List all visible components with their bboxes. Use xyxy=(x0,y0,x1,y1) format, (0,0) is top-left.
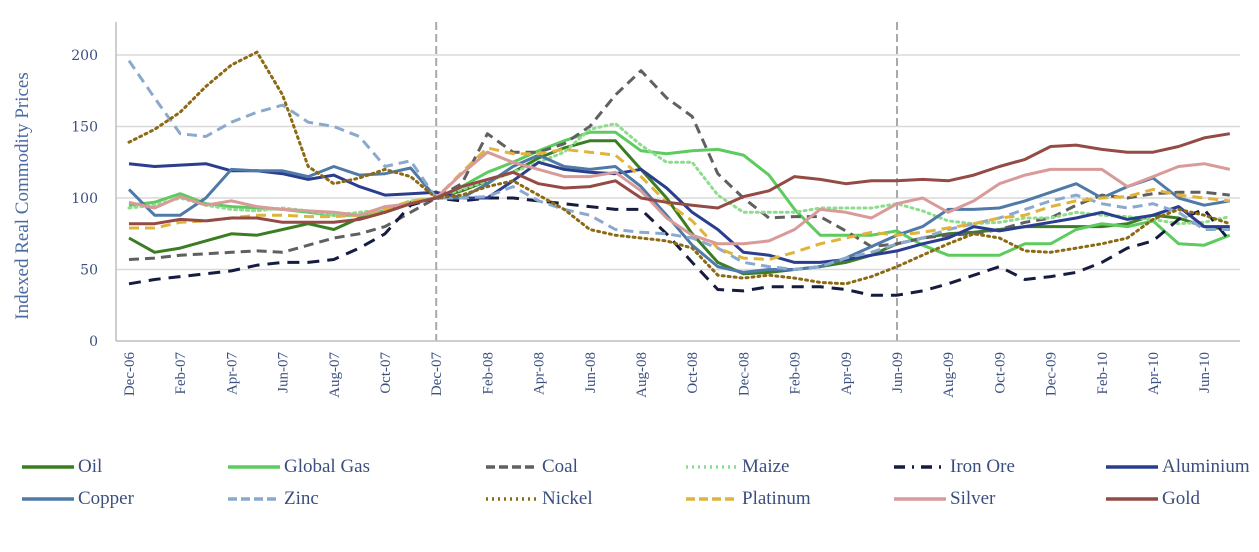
legend-label: Aluminium xyxy=(1162,456,1250,477)
legend-swatch-icon xyxy=(894,497,946,501)
x-tick-label: Aug-07 xyxy=(327,352,343,398)
legend-item-nickel: Nickel xyxy=(486,486,686,512)
x-tick-label: Feb-08 xyxy=(480,352,496,395)
legend-item-maize: Maize xyxy=(686,454,894,480)
y-tick-label: 100 xyxy=(71,191,98,207)
x-tick-label: Apr-08 xyxy=(532,352,548,395)
x-tick-label: Oct-07 xyxy=(378,352,394,394)
legend-label: Gold xyxy=(1162,488,1200,509)
y-tick-label: 50 xyxy=(80,263,98,279)
axes xyxy=(115,22,1240,342)
legend-label: Global Gas xyxy=(284,456,371,477)
legend-label: Copper xyxy=(78,488,134,509)
legend-item-aluminium: Aluminium xyxy=(1106,454,1259,480)
y-tick-label: 150 xyxy=(71,120,98,136)
series-line-coal xyxy=(128,69,1230,261)
gridlines xyxy=(116,54,1240,271)
legend-label: Iron Ore xyxy=(950,456,1015,477)
x-tick-labels: Dec-06 Feb-07 Apr-07 Jun-07 Aug-07 Oct-07 Dec-… xyxy=(122,352,1213,398)
x-tick-label: Oct-09 xyxy=(992,352,1008,394)
legend-label: Coal xyxy=(542,456,578,477)
series-lines xyxy=(127,50,1232,297)
legend-label: Platinum xyxy=(742,488,811,509)
x-tick-label: Feb-10 xyxy=(1095,352,1111,395)
line-chart: 0 50 100 150 200 Dec-06 Feb-07 Apr-07 Jun-07 Aug… xyxy=(12,22,1240,398)
legend-swatch-icon xyxy=(22,497,74,501)
series-line-oil xyxy=(128,139,1230,276)
legend-swatch-icon xyxy=(486,465,538,469)
legend-item-copper: Copper xyxy=(22,486,228,512)
legend-item-oil: Oil xyxy=(22,454,228,480)
legend-swatch-icon xyxy=(22,465,74,469)
x-tick-label: Dec-06 xyxy=(122,352,138,397)
series-line-silver xyxy=(128,150,1231,246)
legend-label: Zinc xyxy=(284,488,319,509)
x-tick-label: Jun-09 xyxy=(890,352,906,393)
series-line-aluminium xyxy=(128,160,1230,264)
series-line-zinc xyxy=(127,59,1230,271)
series-line-gold xyxy=(129,132,1231,226)
series-line-platinum xyxy=(129,146,1230,261)
y-tick-labels: 0 50 100 150 200 xyxy=(71,48,98,350)
legend-label: Oil xyxy=(78,456,103,477)
x-tick-label: Feb-09 xyxy=(788,352,804,395)
x-tick-label: Apr-07 xyxy=(224,352,240,396)
legend-swatch-icon xyxy=(686,465,738,469)
x-tick-label: Jun-08 xyxy=(583,352,599,393)
series-line-copper xyxy=(127,153,1231,274)
legend-swatch-icon xyxy=(686,497,738,501)
x-tick-label: Dec-08 xyxy=(736,352,752,396)
y-axis-title: Indexed Real Commodity Prices xyxy=(12,72,33,319)
legend-item-global-gas: Global Gas xyxy=(228,454,486,480)
legend-item-gold: Gold xyxy=(1106,486,1259,512)
legend-label: Maize xyxy=(742,456,790,477)
x-tick-label: Aug-09 xyxy=(941,352,957,398)
legend-label: Nickel xyxy=(542,488,593,509)
legend-swatch-icon xyxy=(486,497,538,501)
x-tick-label: Dec-07 xyxy=(429,352,445,397)
legend-item-silver: Silver xyxy=(894,486,1106,512)
x-tick-label: Apr-09 xyxy=(839,352,855,395)
legend-swatch-icon xyxy=(894,465,946,469)
legend-item-iron-ore: Iron Ore xyxy=(894,454,1106,480)
x-tick-label: Oct-08 xyxy=(685,352,701,394)
series-line-nickel xyxy=(127,50,1232,286)
y-tick-label: 0 xyxy=(89,334,98,350)
x-tick-label: Jun-07 xyxy=(276,352,292,393)
x-tick-label: Apr-10 xyxy=(1146,352,1162,395)
x-tick-label: Dec-09 xyxy=(1044,352,1060,396)
legend-item-coal: Coal xyxy=(486,454,686,480)
legend-label: Silver xyxy=(950,488,996,509)
x-tick-label: Feb-07 xyxy=(173,352,189,395)
legend-item-zinc: Zinc xyxy=(228,486,486,512)
legend-swatch-icon xyxy=(228,497,280,501)
legend-item-platinum: Platinum xyxy=(686,486,894,512)
series-line-iron-ore xyxy=(128,196,1231,297)
legend-swatch-icon xyxy=(228,465,280,469)
legend-swatch-icon xyxy=(1106,465,1158,469)
legend: Oil Global Gas Coal Maize Iron Ore Aluminium C… xyxy=(22,454,1257,512)
x-tick-label: Aug-08 xyxy=(634,352,650,398)
x-tick-label: Jun-10 xyxy=(1197,352,1213,393)
legend-swatch-icon xyxy=(1106,497,1158,501)
y-tick-label: 200 xyxy=(71,48,98,64)
